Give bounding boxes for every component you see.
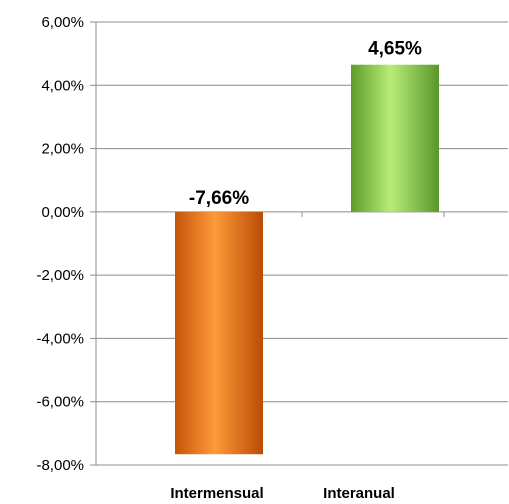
data-label: -7,66% bbox=[189, 188, 249, 209]
x-category-label: Intermensual bbox=[170, 485, 263, 502]
bars bbox=[175, 64, 439, 455]
y-tick-label: 4,00% bbox=[41, 77, 84, 94]
bar-interanual bbox=[351, 64, 439, 212]
axes bbox=[90, 21, 445, 466]
y-tick-label: -6,00% bbox=[36, 394, 84, 411]
y-tick-label: -8,00% bbox=[36, 457, 84, 474]
y-tick-label: 2,00% bbox=[41, 141, 84, 158]
category-labels: Intermensual Interanual bbox=[170, 485, 395, 502]
bar-intermensual bbox=[175, 211, 263, 455]
y-tick-label: 6,00% bbox=[41, 14, 84, 31]
y-tick-label: -4,00% bbox=[36, 330, 84, 347]
y-tick-labels: 6,00% 4,00% 2,00% 0,00% -2,00% -4,00% -6,00% -8… bbox=[36, 14, 84, 474]
data-labels: -7,66% 4,65% bbox=[189, 39, 422, 209]
y-tick-label: 0,00% bbox=[41, 204, 84, 221]
gridlines bbox=[96, 21, 508, 466]
x-category-label: Interanual bbox=[323, 485, 395, 502]
data-label: 4,65% bbox=[368, 39, 422, 60]
y-tick-label: -2,00% bbox=[36, 267, 84, 284]
